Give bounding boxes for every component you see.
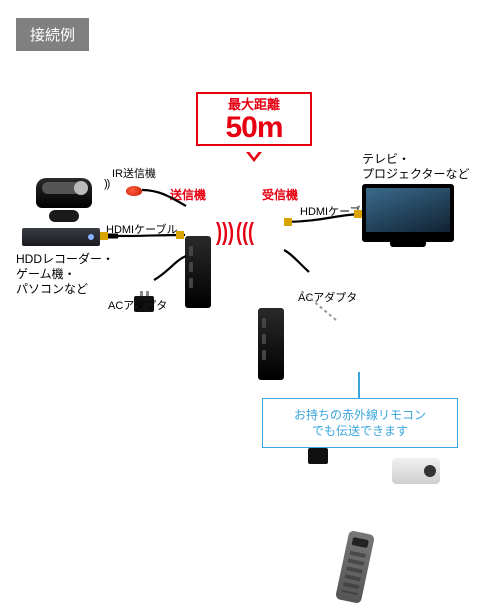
- remote-note: お持ちの赤外線リモコン でも伝送できます: [262, 398, 458, 448]
- receiver-icon: [258, 308, 284, 380]
- ir-transmitter-icon: [126, 186, 142, 196]
- remote-control-icon: [335, 530, 375, 604]
- game-console-icon: [36, 178, 92, 218]
- hdmi-left-label: HDMIケーブル: [106, 224, 177, 238]
- hdmi-right-label: HDMIケーブル: [300, 206, 371, 220]
- sources-label: HDDレコーダー・ ゲーム機・ パソコンなど: [16, 252, 114, 297]
- callout-line1: 最大距離: [210, 98, 298, 112]
- callout-line2: 50m: [210, 112, 298, 144]
- distance-callout: 最大距離 50m: [196, 92, 312, 146]
- callout-tail: [246, 152, 262, 162]
- ac-right-label: ACアダプタ: [298, 292, 357, 306]
- rx-label: 受信機: [262, 186, 298, 203]
- ir-tx-label: IR送信機: [112, 168, 156, 182]
- transmitter-icon: [185, 236, 211, 308]
- ac-adapter-right-icon: [308, 448, 328, 464]
- diagram-stage: 最大距離 50m 送信機 受信機 ))) ((( HDDレコーダー・ ゲーム機・…: [0, 0, 500, 500]
- wireless-icon-right: (((: [236, 218, 254, 247]
- note-leader: [358, 372, 360, 398]
- ir-wave-icon: )): [104, 178, 109, 190]
- projector-icon: [392, 458, 440, 484]
- tv-icon: [362, 184, 454, 247]
- wireless-icon-left: ))): [216, 218, 234, 247]
- hdd-recorder-icon: [22, 228, 100, 246]
- displays-label: テレビ・ プロジェクターなど: [362, 152, 470, 182]
- tx-label: 送信機: [170, 186, 206, 203]
- ac-left-label: ACアダプタ: [108, 300, 167, 314]
